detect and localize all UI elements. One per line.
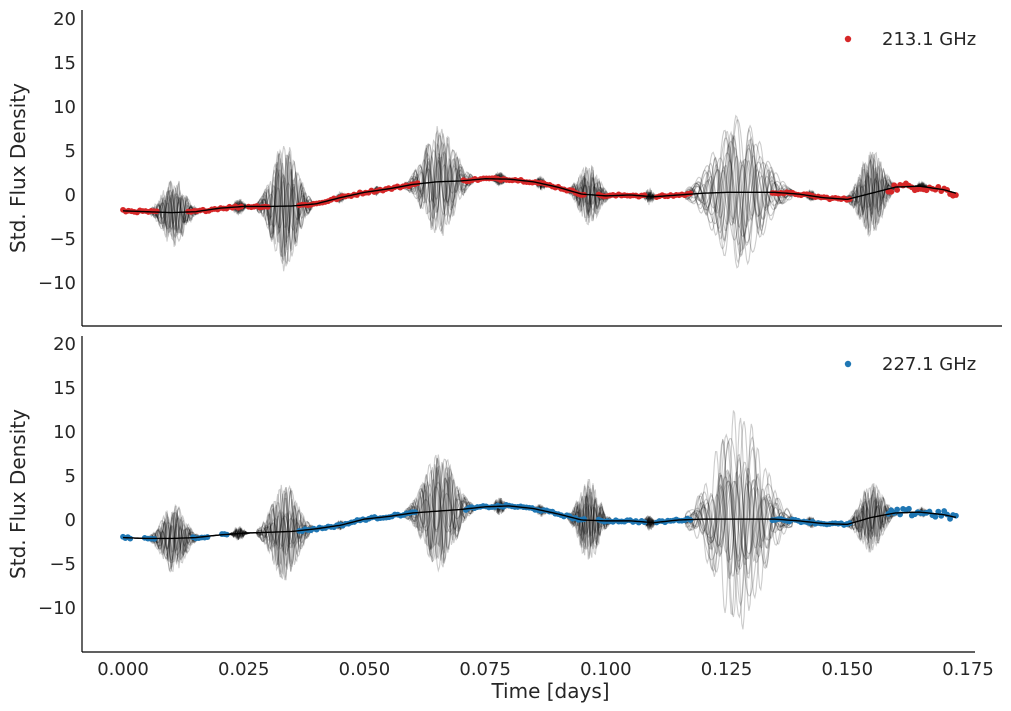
model-sample-line	[122, 114, 957, 266]
legend-marker	[844, 35, 852, 43]
model-sample-line	[122, 130, 957, 258]
model-sample-line	[122, 152, 957, 267]
model-sample-line	[122, 458, 957, 573]
model-sample-line	[122, 472, 957, 568]
y-tick-label: −10	[38, 273, 76, 294]
plot-area	[120, 114, 959, 272]
data-point	[932, 513, 939, 520]
legend-label: 227.1 GHz	[882, 354, 976, 375]
x-tick-label: 0.050	[339, 659, 391, 680]
y-tick-label: 15	[53, 53, 76, 74]
model-sample-line	[122, 479, 957, 581]
model-sample-line	[122, 458, 957, 578]
model-sample-line	[122, 467, 957, 572]
model-sample-line	[122, 454, 957, 580]
bottom-panel: −10 −5 0 5 10 15 20 0.000 0.025 0.050 0.075 0.100 0.…	[6, 334, 994, 703]
legend-marker	[844, 360, 852, 368]
plot-area	[120, 410, 959, 630]
model-sample-line	[122, 128, 957, 261]
model-sample-line	[122, 438, 957, 597]
data-point	[153, 208, 160, 215]
x-tick-label: 0.000	[97, 659, 149, 680]
y-tick-label: 5	[65, 466, 76, 487]
model-sample-line	[122, 134, 957, 253]
top-panel: −10 −5 0 5 10 15 20 Std. Flux Density 213.1 GHz	[6, 9, 1002, 327]
y-tick-label: 0	[65, 185, 76, 206]
x-tick-label: 0.125	[701, 659, 753, 680]
data-point	[581, 516, 588, 522]
y-tick-label: −5	[49, 229, 76, 250]
model-sample-line	[122, 132, 957, 251]
y-tick-label: 20	[53, 334, 76, 355]
data-point	[953, 512, 959, 519]
legend: 213.1 GHz	[844, 29, 976, 50]
model-sample-line	[122, 159, 957, 231]
y-tick-label: −5	[49, 554, 76, 575]
y-tick-label: 10	[53, 422, 76, 443]
model-mean-line	[122, 178, 957, 214]
model-sample-line	[122, 410, 957, 630]
data-point	[953, 192, 959, 198]
y-tick-label: 5	[65, 141, 76, 162]
x-tick-label: 0.075	[459, 659, 511, 680]
data-point	[894, 506, 901, 513]
legend-label: 213.1 GHz	[882, 29, 976, 50]
y-tick-label: 10	[53, 97, 76, 118]
model-mean-line	[122, 505, 957, 540]
model-sample-line	[122, 119, 957, 265]
y-tick-label: −10	[38, 598, 76, 619]
y-axis-label: Std. Flux Density	[6, 409, 30, 579]
observed-points	[120, 502, 959, 542]
y-tick-label: 0	[65, 510, 76, 531]
x-tick-label: 0.025	[218, 659, 270, 680]
model-sample-line	[122, 417, 957, 616]
legend: 227.1 GHz	[844, 354, 976, 375]
model-sample-line	[122, 463, 957, 575]
observed-points	[120, 175, 959, 216]
y-tick-label: 15	[53, 378, 76, 399]
y-axis-label: Std. Flux Density	[6, 83, 30, 253]
data-point	[906, 505, 912, 512]
y-tick-label: 20	[53, 9, 76, 30]
data-point	[894, 187, 901, 193]
model-sample-line	[122, 453, 957, 580]
x-tick-label: 0.150	[822, 659, 874, 680]
model-sample-line	[122, 456, 957, 578]
data-point	[641, 192, 648, 199]
x-tick-label: 0.175	[942, 659, 994, 680]
data-point	[888, 188, 895, 195]
x-axis-label: Time [days]	[490, 679, 609, 703]
model-sample-line	[122, 140, 957, 234]
x-tick-label: 0.100	[580, 659, 632, 680]
model-sample-line	[122, 421, 957, 618]
data-point	[935, 508, 942, 515]
